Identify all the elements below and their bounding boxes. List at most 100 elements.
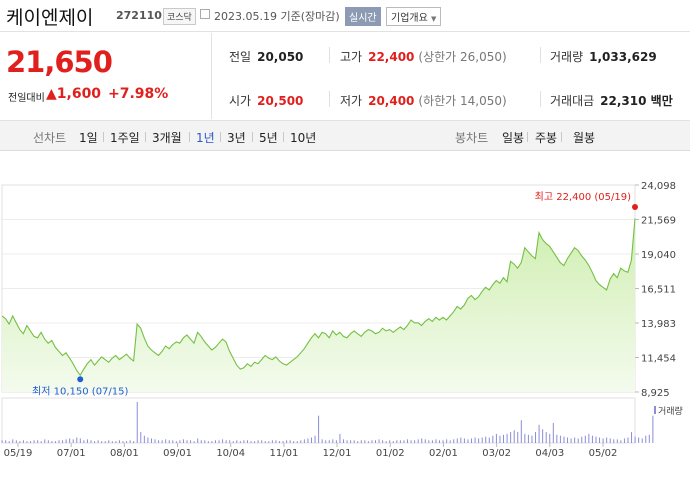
volume-bar (446, 439, 448, 443)
divider (540, 47, 541, 63)
volume-bar (641, 438, 643, 443)
divider (252, 132, 253, 142)
volume-bar (275, 440, 277, 443)
stat-volume-value: 1,033,629 (589, 50, 657, 64)
volume-bar (30, 441, 32, 443)
volume-bar (33, 440, 35, 443)
stock-header: 케이엔제이 272110 코스닥 2023.05.19 기준(장마감) 실시간 … (0, 0, 690, 32)
tab-weekly-candle[interactable]: 주봉 (535, 131, 558, 145)
volume-bar (421, 438, 423, 443)
lower-limit: (하한가 14,050) (418, 94, 507, 108)
volume-bar (154, 439, 156, 443)
current-price: 21,650 (6, 45, 113, 79)
volume-bar (527, 434, 529, 443)
stat-prev-value: 20,050 (257, 50, 304, 64)
company-overview-button[interactable]: 기업개요 ▼ (386, 7, 442, 26)
volume-bars (1, 402, 654, 443)
volume-bar (318, 415, 320, 443)
chevron-down-icon: ▼ (431, 15, 437, 23)
volume-bar (22, 440, 24, 443)
volume-bar (26, 441, 28, 443)
divider (283, 132, 284, 142)
y-tick-label: 16,511 (641, 285, 676, 296)
volume-bar (613, 439, 615, 443)
realtime-button[interactable]: 실시간 (345, 7, 381, 26)
volume-bar (392, 441, 394, 443)
volume-bar (339, 433, 341, 443)
volume-bar (236, 440, 238, 443)
calendar-icon (200, 9, 210, 19)
volume-bar (449, 440, 451, 443)
stat-volume: 거래량 1,033,629 (550, 48, 657, 65)
volume-bar (86, 439, 88, 443)
tab-1day[interactable]: 1일 (79, 131, 98, 145)
volume-bar (577, 438, 579, 443)
stat-high: 고가 22,400 (상한가 26,050) (340, 48, 507, 65)
tab-3month[interactable]: 3개월 (152, 131, 182, 145)
volume-bar (645, 435, 647, 443)
volume-bar (524, 433, 526, 443)
volume-bar (186, 440, 188, 443)
volume-bar (108, 440, 110, 443)
volume-bar (179, 440, 181, 443)
stat-open: 시가 20,500 (229, 92, 303, 109)
volume-bar (37, 440, 39, 443)
upper-limit: (상한가 26,050) (418, 50, 507, 64)
volume-bar (254, 441, 256, 443)
tab-10year[interactable]: 10년 (290, 131, 317, 145)
volume-bar (403, 440, 405, 443)
price-chart[interactable]: 24,098 21,569 19,040 16,511 13,983 11,454 8,92… (0, 152, 690, 478)
volume-bar (229, 440, 231, 443)
volume-bar (65, 439, 67, 443)
volume-bar (261, 440, 263, 443)
volume-bar (439, 440, 441, 443)
volume-bar (12, 439, 14, 443)
volume-bar (478, 438, 480, 443)
volume-bar (321, 439, 323, 443)
volume-bar (314, 435, 316, 443)
volume-bar (545, 432, 547, 443)
volume-bar (307, 438, 309, 443)
tab-1year[interactable]: 1년 (196, 131, 215, 145)
tab-1week[interactable]: 1주일 (110, 131, 140, 145)
volume-bar (69, 438, 71, 443)
volume-bar (467, 439, 469, 443)
stat-high-label: 고가 (340, 50, 363, 64)
tab-monthly-candle[interactable]: 월봉 (573, 131, 596, 145)
company-overview-label: 기업개요 (391, 13, 428, 24)
volume-bar (407, 439, 409, 443)
volume-bar (8, 441, 10, 443)
volume-bar (378, 439, 380, 443)
volume-legend-label: 거래량 (658, 405, 683, 417)
tab-5year[interactable]: 5년 (259, 131, 278, 145)
volume-bar (552, 422, 554, 443)
stock-code: 272110 (116, 9, 162, 22)
volume-bar (310, 437, 312, 443)
x-tick-label: 07/01 (57, 448, 86, 459)
line-chart-label: 선차트 (33, 131, 67, 145)
volume-bar (193, 441, 195, 443)
volume-bar (471, 438, 473, 443)
volume-bar (133, 441, 135, 443)
stat-low-label: 저가 (340, 94, 363, 108)
volume-bar (371, 440, 373, 443)
stat-low: 저가 20,400 (하한가 14,050) (340, 92, 507, 109)
stat-amount-label: 거래대금 (550, 94, 595, 108)
tab-daily-candle[interactable]: 일봉 (502, 131, 525, 145)
divider (189, 132, 190, 142)
volume-bar (410, 440, 412, 443)
volume-bar (158, 440, 160, 443)
divider (103, 132, 104, 142)
volume-bar (350, 440, 352, 443)
volume-bar (246, 440, 248, 443)
volume-bar (143, 435, 145, 443)
market-badge: 코스닥 (163, 8, 196, 25)
volume-bar (147, 437, 149, 443)
volume-bar (15, 440, 17, 443)
volume-bar (243, 440, 245, 443)
divider (540, 91, 541, 107)
stat-amount: 거래대금 22,310 백만 (550, 92, 673, 109)
x-tick-label: 12/01 (323, 448, 352, 459)
stat-prev: 전일 20,050 (229, 48, 303, 65)
tab-3year[interactable]: 3년 (227, 131, 246, 145)
